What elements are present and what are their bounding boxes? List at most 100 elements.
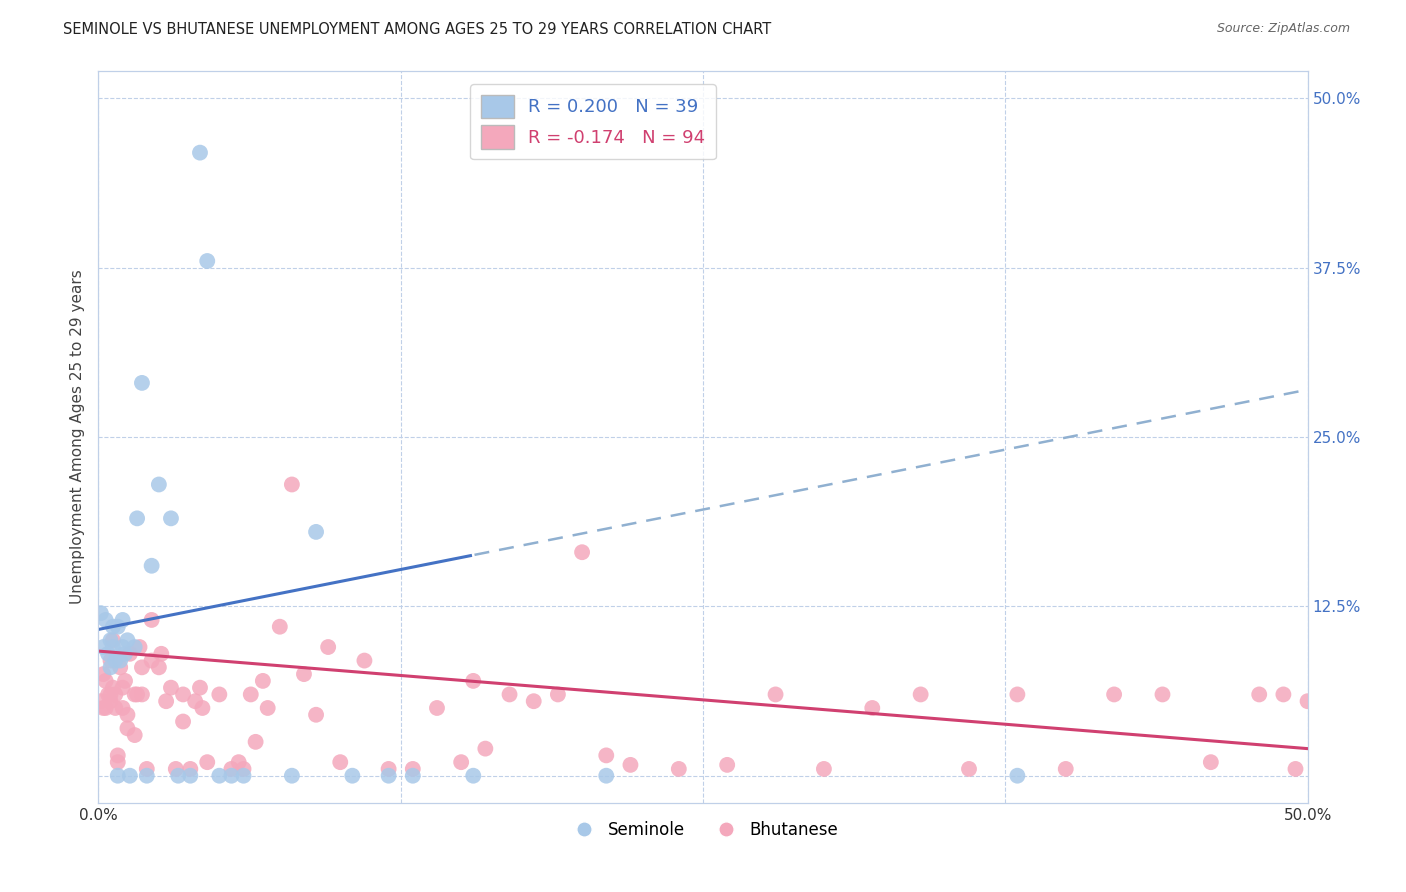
Point: [1309, 762, 1331, 776]
Point: [463, 769, 485, 783]
Point: [101, 633, 124, 648]
Point: [281, 769, 304, 783]
Point: [179, 762, 201, 776]
Point: [117, 633, 139, 648]
Point: [188, 145, 211, 160]
Point: [127, 511, 149, 525]
Point: [188, 681, 211, 695]
Point: [100, 654, 122, 668]
Point: [107, 620, 129, 634]
Point: [474, 741, 496, 756]
Point: [104, 701, 127, 715]
Point: [463, 673, 485, 688]
Point: [195, 755, 218, 769]
Point: [547, 688, 569, 702]
Point: [1054, 762, 1077, 776]
Point: [450, 755, 472, 769]
Point: [184, 694, 207, 708]
Point: [94, 673, 117, 688]
Point: [172, 688, 194, 702]
Point: [107, 769, 129, 783]
Point: [402, 769, 425, 783]
Point: [316, 640, 339, 654]
Point: [377, 769, 399, 783]
Point: [111, 681, 134, 695]
Point: [94, 701, 117, 715]
Point: [117, 721, 139, 735]
Point: [221, 769, 243, 783]
Point: [148, 477, 170, 491]
Point: [90, 694, 112, 708]
Point: [329, 755, 352, 769]
Point: [160, 681, 183, 695]
Point: [1344, 673, 1367, 688]
Text: Source: ZipAtlas.com: Source: ZipAtlas.com: [1216, 22, 1350, 36]
Point: [114, 673, 136, 688]
Point: [100, 688, 122, 702]
Point: [118, 647, 141, 661]
Point: [118, 769, 141, 783]
Point: [104, 688, 127, 702]
Point: [155, 694, 177, 708]
Point: [342, 769, 364, 783]
Point: [90, 606, 112, 620]
Point: [100, 633, 122, 648]
Point: [1102, 688, 1125, 702]
Point: [94, 613, 117, 627]
Point: [111, 613, 134, 627]
Point: [128, 640, 150, 654]
Point: [107, 755, 129, 769]
Point: [124, 688, 146, 702]
Point: [131, 660, 153, 674]
Point: [165, 762, 187, 776]
Point: [111, 701, 134, 715]
Point: [124, 728, 146, 742]
Point: [1199, 755, 1222, 769]
Point: [305, 524, 328, 539]
Point: [1249, 688, 1271, 702]
Point: [619, 757, 641, 772]
Point: [910, 688, 932, 702]
Point: [1007, 769, 1029, 783]
Point: [191, 701, 214, 715]
Point: [208, 688, 231, 702]
Point: [716, 757, 738, 772]
Point: [100, 660, 122, 674]
Point: [141, 558, 163, 573]
Point: [377, 762, 399, 776]
Point: [765, 688, 787, 702]
Point: [100, 694, 122, 708]
Point: [353, 654, 375, 668]
Point: [107, 748, 129, 763]
Point: [91, 701, 114, 715]
Point: [595, 769, 617, 783]
Point: [228, 755, 250, 769]
Point: [141, 654, 163, 668]
Point: [269, 620, 291, 634]
Point: [281, 477, 304, 491]
Point: [131, 688, 153, 702]
Point: [179, 769, 201, 783]
Point: [114, 647, 136, 661]
Text: SEMINOLE VS BHUTANESE UNEMPLOYMENT AMONG AGES 25 TO 29 YEARS CORRELATION CHART: SEMINOLE VS BHUTANESE UNEMPLOYMENT AMONG…: [63, 22, 772, 37]
Point: [668, 762, 690, 776]
Point: [91, 667, 114, 681]
Y-axis label: Unemployment Among Ages 25 to 29 years: Unemployment Among Ages 25 to 29 years: [69, 269, 84, 605]
Point: [1320, 701, 1343, 715]
Point: [1272, 688, 1295, 702]
Point: [232, 762, 254, 776]
Point: [167, 769, 190, 783]
Point: [111, 640, 134, 654]
Point: [305, 707, 328, 722]
Point: [571, 545, 593, 559]
Point: [101, 681, 124, 695]
Point: [117, 707, 139, 722]
Point: [595, 748, 617, 763]
Point: [498, 688, 520, 702]
Point: [292, 667, 315, 681]
Point: [124, 640, 146, 654]
Point: [860, 701, 883, 715]
Point: [172, 714, 194, 729]
Point: [97, 688, 120, 702]
Point: [256, 701, 278, 715]
